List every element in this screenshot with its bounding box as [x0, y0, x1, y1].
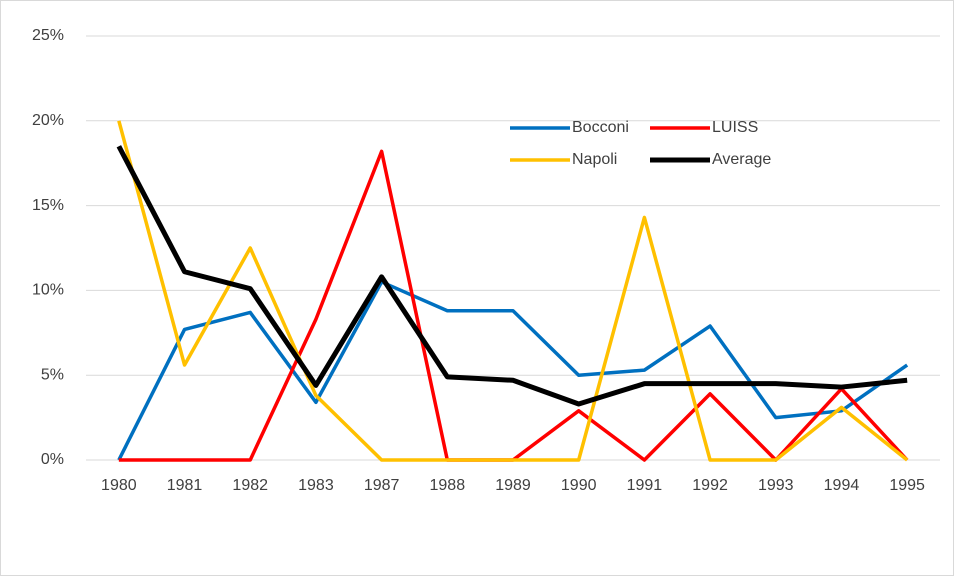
x-tick-label: 1991 [627, 477, 663, 494]
legend-label: Bocconi [572, 119, 629, 136]
legend-label: LUISS [712, 119, 758, 136]
legend-label: Average [712, 151, 771, 168]
x-tick-label: 1988 [430, 477, 466, 494]
y-tick-label: 0% [41, 451, 64, 468]
y-tick-label: 5% [41, 366, 64, 383]
x-tick-label: 1993 [758, 477, 794, 494]
y-tick-label: 15% [32, 197, 64, 214]
legend-label: Napoli [572, 151, 617, 168]
x-tick-label: 1983 [298, 477, 334, 494]
x-tick-label: 1989 [495, 477, 531, 494]
x-tick-label: 1987 [364, 477, 400, 494]
x-tick-label: 1982 [232, 477, 268, 494]
x-tick-label: 1995 [889, 477, 925, 494]
series-line [117, 280, 909, 461]
x-tick-label: 1981 [167, 477, 203, 494]
y-tick-label: 25% [32, 27, 64, 44]
x-tick-label: 1994 [824, 477, 860, 494]
series-line [116, 145, 908, 407]
x-tick-label: 1980 [101, 477, 137, 494]
x-tick-label: 1992 [692, 477, 728, 494]
y-tick-label: 20% [32, 112, 64, 129]
y-tick-label: 10% [32, 282, 64, 299]
series-line [117, 120, 909, 462]
x-tick-label: 1990 [561, 477, 597, 494]
